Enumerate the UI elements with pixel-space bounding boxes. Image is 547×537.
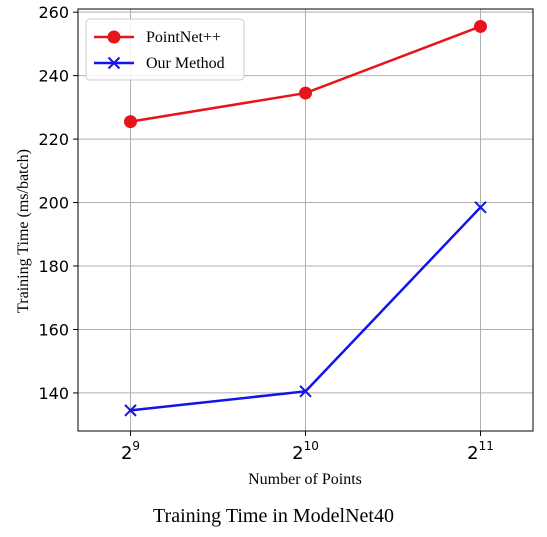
legend-label: Our Method: [146, 55, 225, 72]
data-point: [107, 56, 121, 70]
legend-entry: Our Method: [94, 55, 225, 72]
marker-stroke: [299, 385, 312, 398]
y-tick-label: 180: [38, 257, 69, 276]
x-tick-base: 2: [292, 443, 303, 464]
y-tick-label: 220: [38, 130, 69, 149]
x-tick-exponent: 9: [132, 439, 140, 453]
marker-stroke: [107, 56, 121, 70]
data-point: [124, 404, 137, 417]
x-tick-exponent: 11: [479, 439, 494, 453]
y-tick-label: 260: [38, 3, 69, 22]
data-point: [124, 115, 137, 129]
data-point: [474, 201, 487, 214]
legend-box: [85, 18, 245, 81]
data-point: [107, 30, 121, 44]
legend: PointNet++ Our Method: [85, 18, 245, 81]
x-axis-title: Number of Points: [248, 471, 362, 488]
y-tick-label: 160: [38, 320, 69, 339]
y-tick-label: 240: [38, 67, 69, 86]
y-ticks: 140 160 180 200 220 240 260: [38, 3, 78, 403]
series-pointnet-: [124, 19, 487, 129]
y-tick-label: 200: [38, 194, 69, 213]
legend-label: PointNet++: [146, 29, 221, 46]
series-our-method: [124, 201, 487, 417]
series-layer: [124, 19, 487, 417]
data-point: [299, 385, 312, 398]
marker-stroke: [124, 404, 137, 417]
x-tick-label: 210: [292, 439, 319, 464]
x-tick-base: 2: [121, 443, 132, 464]
marker-stroke: [474, 201, 487, 214]
x-tick-exponent: 10: [304, 439, 319, 453]
legend-entry: PointNet++: [94, 29, 221, 46]
y-axis-title: Training Time (ms/batch): [15, 149, 32, 313]
y-tick-label: 140: [38, 384, 69, 403]
x-ticks: 29 210 211: [121, 431, 494, 464]
figure-caption: Training Time in ModelNet40: [153, 505, 394, 527]
data-point: [474, 19, 487, 33]
x-tick-label: 29: [121, 439, 140, 464]
x-tick-label: 211: [467, 439, 494, 464]
data-point: [299, 86, 312, 100]
x-tick-base: 2: [467, 443, 478, 464]
